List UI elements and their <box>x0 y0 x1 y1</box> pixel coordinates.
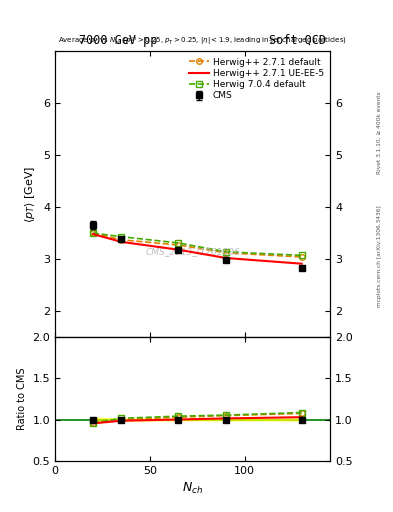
Text: Rivet 3.1.10, ≥ 400k events: Rivet 3.1.10, ≥ 400k events <box>377 92 382 175</box>
Herwig++ 2.7.1 UE-EE-5 <box>223 255 228 261</box>
Y-axis label: $\langle p_T\rangle$ [GeV]: $\langle p_T\rangle$ [GeV] <box>24 165 37 223</box>
Herwig++ 2.7.1 UE-EE-5 <box>299 261 304 267</box>
Line: Herwig 7.0.4 default: Herwig 7.0.4 default <box>90 230 305 258</box>
Herwig++ 2.7.1 default <box>223 250 228 256</box>
Herwig 7.0.4 default <box>299 252 304 259</box>
Text: mcplots.cern.ch [arXiv:1306.3436]: mcplots.cern.ch [arXiv:1306.3436] <box>377 205 382 307</box>
Text: CMS_2013_I1261026: CMS_2013_I1261026 <box>145 247 240 255</box>
Herwig 7.0.4 default <box>223 249 228 255</box>
Text: Average $p_T$ vs $N_{ch}$ ($p_T^{ch}>$0.25, $p_T>$0.25, $|\eta|<$1.9, leading in: Average $p_T$ vs $N_{ch}$ ($p_T^{ch}>$0.… <box>58 35 347 48</box>
Herwig++ 2.7.1 UE-EE-5 <box>91 231 95 237</box>
Herwig 7.0.4 default <box>91 230 95 236</box>
Legend: Herwig++ 2.7.1 default, Herwig++ 2.7.1 UE-EE-5, Herwig 7.0.4 default, CMS: Herwig++ 2.7.1 default, Herwig++ 2.7.1 U… <box>187 56 326 102</box>
Y-axis label: Ratio to CMS: Ratio to CMS <box>17 368 27 430</box>
Herwig++ 2.7.1 default <box>299 254 304 260</box>
Line: Herwig++ 2.7.1 UE-EE-5: Herwig++ 2.7.1 UE-EE-5 <box>93 234 302 264</box>
Herwig++ 2.7.1 UE-EE-5 <box>119 239 124 245</box>
X-axis label: $N_{ch}$: $N_{ch}$ <box>182 481 203 496</box>
Herwig++ 2.7.1 default <box>176 242 181 248</box>
Line: Herwig++ 2.7.1 default: Herwig++ 2.7.1 default <box>90 230 305 260</box>
Herwig++ 2.7.1 default <box>91 230 95 236</box>
Herwig 7.0.4 default <box>119 233 124 240</box>
Herwig++ 2.7.1 default <box>119 237 124 243</box>
Text: Soft QCD: Soft QCD <box>269 33 326 47</box>
Herwig++ 2.7.1 UE-EE-5 <box>176 247 181 253</box>
Text: 7000 GeV pp: 7000 GeV pp <box>79 33 157 47</box>
Herwig 7.0.4 default <box>176 240 181 246</box>
